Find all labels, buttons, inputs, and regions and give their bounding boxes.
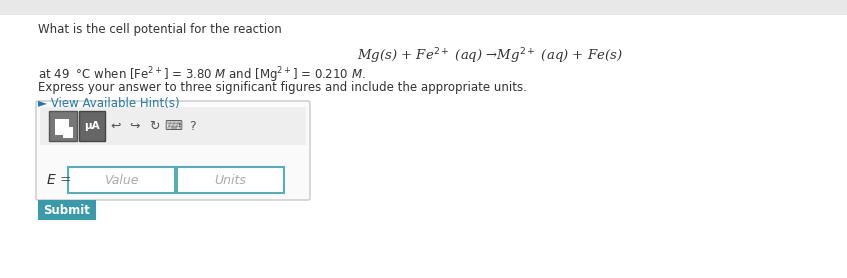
Text: Units: Units — [214, 173, 246, 187]
FancyBboxPatch shape — [55, 119, 69, 135]
FancyBboxPatch shape — [63, 127, 73, 138]
Text: ↻: ↻ — [149, 120, 159, 133]
FancyBboxPatch shape — [177, 167, 284, 193]
FancyBboxPatch shape — [38, 200, 96, 220]
FancyBboxPatch shape — [68, 167, 175, 193]
Text: ?: ? — [189, 120, 196, 133]
Text: Mg(s) + Fe$^{2+}$ (aq) →Mg$^{2+}$ (aq) + Fe(s): Mg(s) + Fe$^{2+}$ (aq) →Mg$^{2+}$ (aq) +… — [357, 46, 623, 66]
Text: Value: Value — [104, 173, 139, 187]
Text: at 49  °C when [Fe$^{2+}$] = 3.80 $\mathit{M}$ and [Mg$^{2+}$] = 0.210 $\mathit{: at 49 °C when [Fe$^{2+}$] = 3.80 $\mathi… — [38, 65, 366, 85]
Text: $E$ =: $E$ = — [46, 173, 71, 187]
Text: Express your answer to three significant figures and include the appropriate uni: Express your answer to three significant… — [38, 81, 527, 94]
Text: ↩: ↩ — [111, 120, 121, 133]
Text: ► View Available Hint(s): ► View Available Hint(s) — [38, 97, 180, 110]
FancyBboxPatch shape — [79, 111, 105, 141]
Text: ⌨: ⌨ — [164, 120, 182, 133]
Text: ↪: ↪ — [130, 120, 141, 133]
FancyBboxPatch shape — [36, 101, 310, 200]
Text: What is the cell potential for the reaction: What is the cell potential for the react… — [38, 23, 282, 36]
Text: µA: µA — [84, 121, 100, 131]
FancyBboxPatch shape — [49, 111, 77, 141]
FancyBboxPatch shape — [40, 107, 306, 145]
Text: Submit: Submit — [43, 203, 91, 217]
FancyBboxPatch shape — [0, 0, 847, 15]
